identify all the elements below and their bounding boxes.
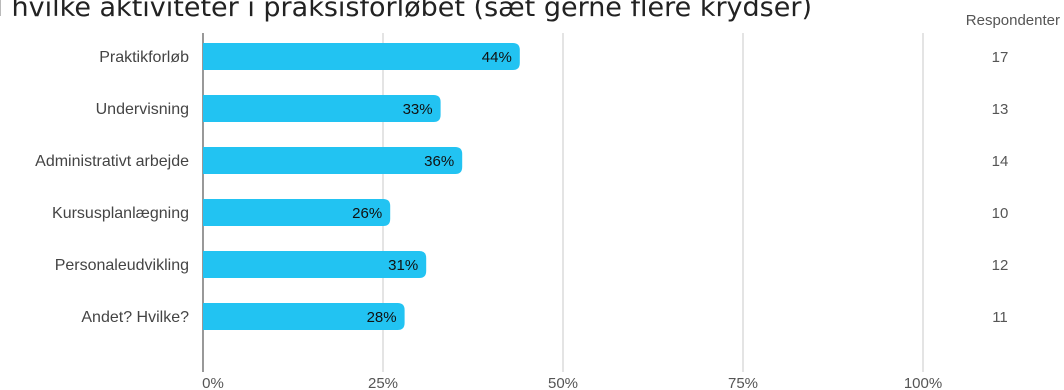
data-label: 33% bbox=[403, 101, 433, 118]
chart-title: I hvilke aktiviteter i praksisforløbet (… bbox=[0, 0, 812, 23]
x-tick-label: 50% bbox=[548, 375, 578, 390]
respondents-header: Respondenter bbox=[966, 12, 1060, 29]
data-label: 28% bbox=[367, 309, 397, 326]
category-label: Praktikforløb bbox=[99, 49, 189, 66]
respondent-count: 12 bbox=[992, 257, 1009, 274]
bar bbox=[203, 95, 441, 122]
bar bbox=[203, 43, 520, 70]
data-label: 26% bbox=[352, 205, 382, 222]
respondent-count: 10 bbox=[992, 205, 1009, 222]
respondent-count: 17 bbox=[992, 49, 1009, 66]
data-label: 36% bbox=[424, 153, 454, 170]
bar bbox=[203, 303, 405, 330]
x-tick-label: 75% bbox=[728, 375, 758, 390]
category-label: Administrativt arbejde bbox=[35, 153, 189, 170]
category-label: Undervisning bbox=[96, 101, 189, 118]
category-label: Andet? Hvilke? bbox=[81, 309, 189, 326]
data-label: 31% bbox=[388, 257, 418, 274]
respondent-count: 11 bbox=[992, 309, 1008, 326]
category-label: Personaleudvikling bbox=[55, 257, 189, 274]
x-tick-label: 100% bbox=[904, 375, 942, 390]
x-tick-label: 0% bbox=[202, 375, 224, 390]
x-tick-label: 25% bbox=[368, 375, 398, 390]
bar bbox=[203, 147, 463, 174]
data-label: 44% bbox=[482, 49, 512, 66]
bar bbox=[203, 199, 391, 226]
category-label: Kursusplanlægning bbox=[52, 205, 189, 222]
labels: 0% 25% 50% 75% 100% Praktikforløb 44% 17 Undervi… bbox=[35, 49, 1008, 390]
bar bbox=[203, 251, 427, 278]
respondent-count: 14 bbox=[992, 153, 1009, 170]
respondent-count: 13 bbox=[992, 101, 1009, 118]
bars bbox=[203, 43, 520, 330]
